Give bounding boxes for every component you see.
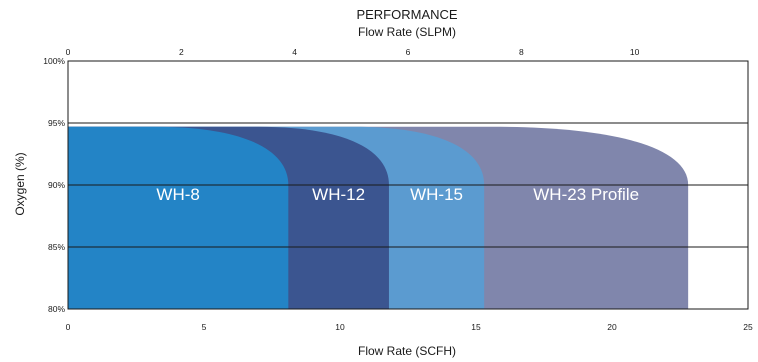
y-tick-100: 100% bbox=[43, 56, 65, 66]
y-axis-title: Oxygen (%) bbox=[13, 152, 27, 215]
x-axis-ticks: 0 5 10 15 20 25 bbox=[66, 322, 753, 332]
y-axis-ticks: 100% 95% 90% 85% 80% bbox=[43, 56, 65, 314]
series-areas bbox=[68, 126, 689, 309]
label-wh-23-profile: WH-23 Profile bbox=[533, 185, 639, 204]
top-axis-title: Flow Rate (SLPM) bbox=[358, 25, 456, 39]
x-tick-10: 10 bbox=[335, 322, 345, 332]
top-tick-8: 8 bbox=[519, 47, 524, 57]
gridlines bbox=[68, 122, 748, 248]
x-tick-25: 25 bbox=[743, 322, 753, 332]
y-tick-80: 80% bbox=[48, 304, 65, 314]
label-wh-15: WH-15 bbox=[410, 185, 463, 204]
label-wh-12: WH-12 bbox=[312, 185, 365, 204]
y-tick-90: 90% bbox=[48, 180, 65, 190]
y-tick-95: 95% bbox=[48, 118, 65, 128]
x-axis-title: Flow Rate (SCFH) bbox=[358, 344, 456, 358]
y-tick-85: 85% bbox=[48, 242, 65, 252]
x-tick-15: 15 bbox=[471, 322, 481, 332]
top-axis-ticks: 0 2 4 6 8 10 bbox=[66, 47, 640, 57]
x-tick-20: 20 bbox=[607, 322, 617, 332]
x-tick-5: 5 bbox=[202, 322, 207, 332]
top-tick-4: 4 bbox=[292, 47, 297, 57]
top-tick-6: 6 bbox=[406, 47, 411, 57]
chart-title: PERFORMANCE bbox=[356, 7, 457, 22]
top-tick-0: 0 bbox=[66, 47, 71, 57]
x-tick-0: 0 bbox=[66, 322, 71, 332]
top-tick-10: 10 bbox=[630, 47, 640, 57]
plot-frame bbox=[67, 60, 749, 310]
series-labels: WH-8 WH-12 WH-15 WH-23 Profile bbox=[156, 185, 639, 204]
label-wh-8: WH-8 bbox=[156, 185, 199, 204]
area-wh-8 bbox=[68, 126, 289, 309]
top-tick-2: 2 bbox=[179, 47, 184, 57]
